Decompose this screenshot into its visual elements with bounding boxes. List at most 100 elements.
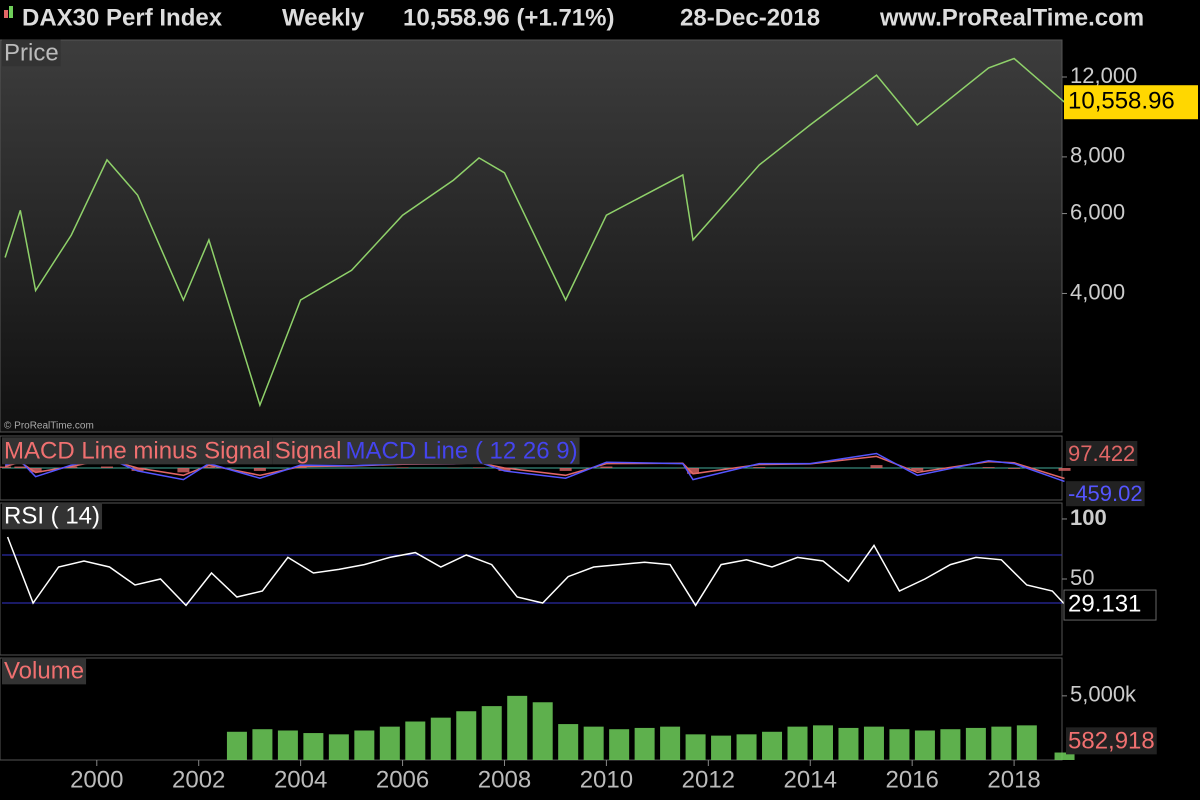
label-background xyxy=(1066,727,1157,755)
volume-bar xyxy=(583,726,604,760)
volume-bar xyxy=(609,729,630,760)
volume-bar xyxy=(277,730,298,760)
macd-histogram-bar xyxy=(559,468,572,471)
legend-label: MACD Line ( 12 26 9) xyxy=(346,437,578,464)
volume-bar xyxy=(685,734,706,760)
x-tick-label: 2006 xyxy=(376,766,429,793)
y-tick-label: 50 xyxy=(1070,565,1094,590)
legend-label: MACD Line minus Signal xyxy=(4,437,271,464)
macd-histogram-bar xyxy=(202,466,215,468)
volume-bar xyxy=(914,730,935,760)
macd-histogram-bar xyxy=(600,466,613,468)
watermark: © ProRealTime.com xyxy=(4,421,94,432)
macd-histogram-bar xyxy=(498,468,511,471)
legend-label: Signal xyxy=(275,437,342,464)
panel-title: Price xyxy=(4,39,59,66)
macd-histogram-bar xyxy=(753,467,766,468)
data-line xyxy=(6,536,1066,607)
macd-histogram-bar xyxy=(473,467,485,468)
y-tick-label: 100 xyxy=(1070,505,1107,530)
volume-bar xyxy=(354,730,375,760)
label-background xyxy=(2,502,103,530)
volume-bar xyxy=(532,702,553,760)
last-value-label: 582,918 xyxy=(1068,727,1155,754)
y-tick-label: 6,000 xyxy=(1070,199,1125,224)
volume-bar xyxy=(812,725,833,760)
header-quote: 10,558.96 (+1.71%) xyxy=(403,4,615,31)
data-line xyxy=(4,57,1065,408)
price-panel xyxy=(0,39,1063,433)
volume-bar xyxy=(379,726,400,760)
macd-histogram-bar xyxy=(870,465,883,468)
x-tick-label: 2012 xyxy=(682,766,735,793)
volume-bar xyxy=(1054,752,1075,760)
volume-bar xyxy=(965,727,986,760)
header-site: www.ProRealTime.com xyxy=(879,4,1144,31)
y-tick-label: 12,000 xyxy=(1070,63,1137,88)
panel-title: Volume xyxy=(4,657,84,684)
volume-bar xyxy=(762,731,783,760)
panel-title: RSI ( 14) xyxy=(4,502,100,529)
y-tick-label: 8,000 xyxy=(1070,143,1125,168)
volume-bar xyxy=(736,734,757,760)
volume-bar xyxy=(991,726,1012,760)
value-badge: -459.02 xyxy=(1068,481,1143,506)
macd-histogram-bar xyxy=(687,468,700,474)
macd-histogram-bar xyxy=(177,468,190,473)
rsi-panel xyxy=(0,502,1063,656)
volume-bar xyxy=(940,729,961,760)
icon-up xyxy=(9,6,13,18)
volume-bar xyxy=(430,717,451,760)
x-tick-label: 2002 xyxy=(172,766,225,793)
macd-histogram-bar xyxy=(131,468,144,471)
label-background xyxy=(343,437,580,465)
header-date: 28-Dec-2018 xyxy=(680,4,820,31)
volume-bar xyxy=(507,695,528,760)
y-tick-label: 4,000 xyxy=(1070,279,1125,304)
volume-bar xyxy=(405,721,426,760)
volume-panel xyxy=(0,657,1063,761)
label-background xyxy=(2,39,61,67)
macd-histogram-bar xyxy=(396,467,409,468)
header-bar xyxy=(0,0,1200,38)
macd-histogram-bar xyxy=(911,468,924,471)
last-value-badge xyxy=(1064,85,1198,120)
volume-bar xyxy=(634,727,655,760)
label-background xyxy=(2,657,87,685)
volume-bar xyxy=(226,731,247,760)
volume-bar xyxy=(838,727,859,760)
volume-bar xyxy=(787,726,808,760)
macd-histogram-bar xyxy=(29,468,42,473)
volume-bar xyxy=(252,729,273,760)
macd-histogram-bar xyxy=(294,466,307,468)
value-badge: 97.422 xyxy=(1068,441,1135,466)
icon-down xyxy=(4,10,8,18)
header-title: DAX30 Perf Index xyxy=(22,4,223,31)
volume-bar xyxy=(889,729,910,760)
macd-histogram-bar xyxy=(65,466,78,468)
volume-bar xyxy=(481,706,502,760)
macd-histogram-bar xyxy=(982,467,995,468)
y-tick-label: 5,000k xyxy=(1070,682,1137,707)
macd-histogram-bar xyxy=(253,468,266,471)
last-value-label: 10,558.96 xyxy=(1068,88,1175,115)
macd-histogram-bar xyxy=(1058,468,1071,471)
header-period: Weekly xyxy=(282,4,365,31)
x-tick-label: 2008 xyxy=(478,766,531,793)
x-tick-label: 2018 xyxy=(987,766,1040,793)
macd-histogram-bar xyxy=(100,466,113,468)
macd-histogram-bar xyxy=(1008,468,1021,469)
volume-bar xyxy=(863,726,884,760)
label-background xyxy=(272,437,344,465)
last-value-badge xyxy=(1063,589,1157,621)
volume-bar xyxy=(660,726,681,760)
volume-bar xyxy=(456,711,477,760)
volume-bar xyxy=(711,735,732,760)
macd-histogram-bar xyxy=(14,466,27,468)
x-tick-label: 2016 xyxy=(885,766,938,793)
label-background xyxy=(2,437,273,465)
x-tick-label: 2010 xyxy=(580,766,633,793)
label-background xyxy=(1066,440,1138,466)
volume-bar xyxy=(303,733,324,760)
